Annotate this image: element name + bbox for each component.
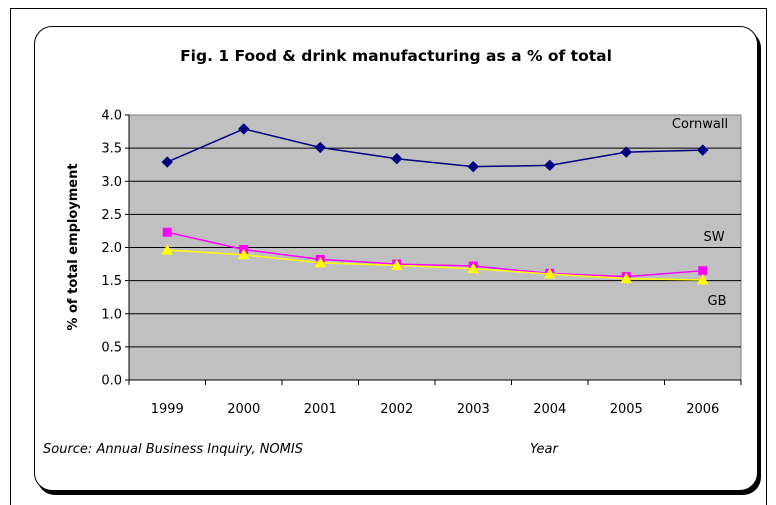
data-point xyxy=(620,146,632,158)
series-labels: Cornwall SW GB xyxy=(672,117,728,309)
series-label-sw: SW xyxy=(703,230,724,245)
data-point xyxy=(698,266,708,276)
y-axis-ticks: 0.0 0.5 1.0 1.5 2.0 2.5 3.0 3.5 4.0 xyxy=(101,109,129,389)
y-tick-label: 3.5 xyxy=(101,142,122,157)
chart-title: Fig. 1 Food & drink manufacturing as a %… xyxy=(180,47,612,65)
x-tick-label: 2000 xyxy=(227,402,260,417)
data-point xyxy=(696,273,709,285)
data-point xyxy=(161,244,174,255)
y-tick-label: 1.0 xyxy=(101,307,122,322)
x-tick-label: 2003 xyxy=(457,402,490,417)
data-point xyxy=(237,248,250,260)
y-tick-label: 0.5 xyxy=(101,340,122,355)
y-tick-label: 2.5 xyxy=(101,208,122,223)
data-point xyxy=(390,259,403,270)
x-axis-label: Year xyxy=(530,442,559,457)
x-tick-label: 2006 xyxy=(686,402,719,417)
data-point xyxy=(162,227,172,237)
series-gb xyxy=(161,244,709,285)
y-axis-label: % of total employment xyxy=(66,163,81,330)
gridlines xyxy=(128,115,741,381)
x-tick-label: 2001 xyxy=(304,402,337,417)
data-point xyxy=(467,160,479,173)
x-tick-label: 2005 xyxy=(610,402,643,417)
source-note: Source: Annual Business Inquiry, NOMIS xyxy=(43,442,303,457)
series-line xyxy=(167,231,703,278)
x-tick-label: 2002 xyxy=(380,402,413,417)
series-label-gb: GB xyxy=(708,294,727,309)
data-point xyxy=(543,267,556,279)
data-point xyxy=(467,262,480,274)
data-point xyxy=(620,272,633,284)
series-line xyxy=(166,128,703,168)
series-group xyxy=(161,123,709,285)
data-point xyxy=(314,256,327,268)
data-point xyxy=(161,156,173,168)
series-line xyxy=(167,249,703,281)
x-tick-label: 1999 xyxy=(151,402,184,417)
y-tick-label: 1.5 xyxy=(101,274,122,289)
data-point xyxy=(697,144,709,156)
data-point xyxy=(391,153,403,165)
y-tick-label: 0.0 xyxy=(101,374,122,389)
y-tick-label: 2.0 xyxy=(101,241,122,256)
series-cornwall xyxy=(161,123,709,173)
x-axis-ticks: 1999 2000 2001 2002 2003 2004 2005 2006 xyxy=(128,380,742,417)
outer-frame xyxy=(10,8,767,505)
y-tick-label: 3.0 xyxy=(101,175,122,190)
series-label-cornwall: Cornwall xyxy=(672,117,728,132)
x-tick-label: 2004 xyxy=(533,402,566,417)
data-point xyxy=(238,123,250,135)
y-tick-label: 4.0 xyxy=(101,109,122,124)
data-point xyxy=(314,141,326,154)
data-point xyxy=(544,159,556,172)
